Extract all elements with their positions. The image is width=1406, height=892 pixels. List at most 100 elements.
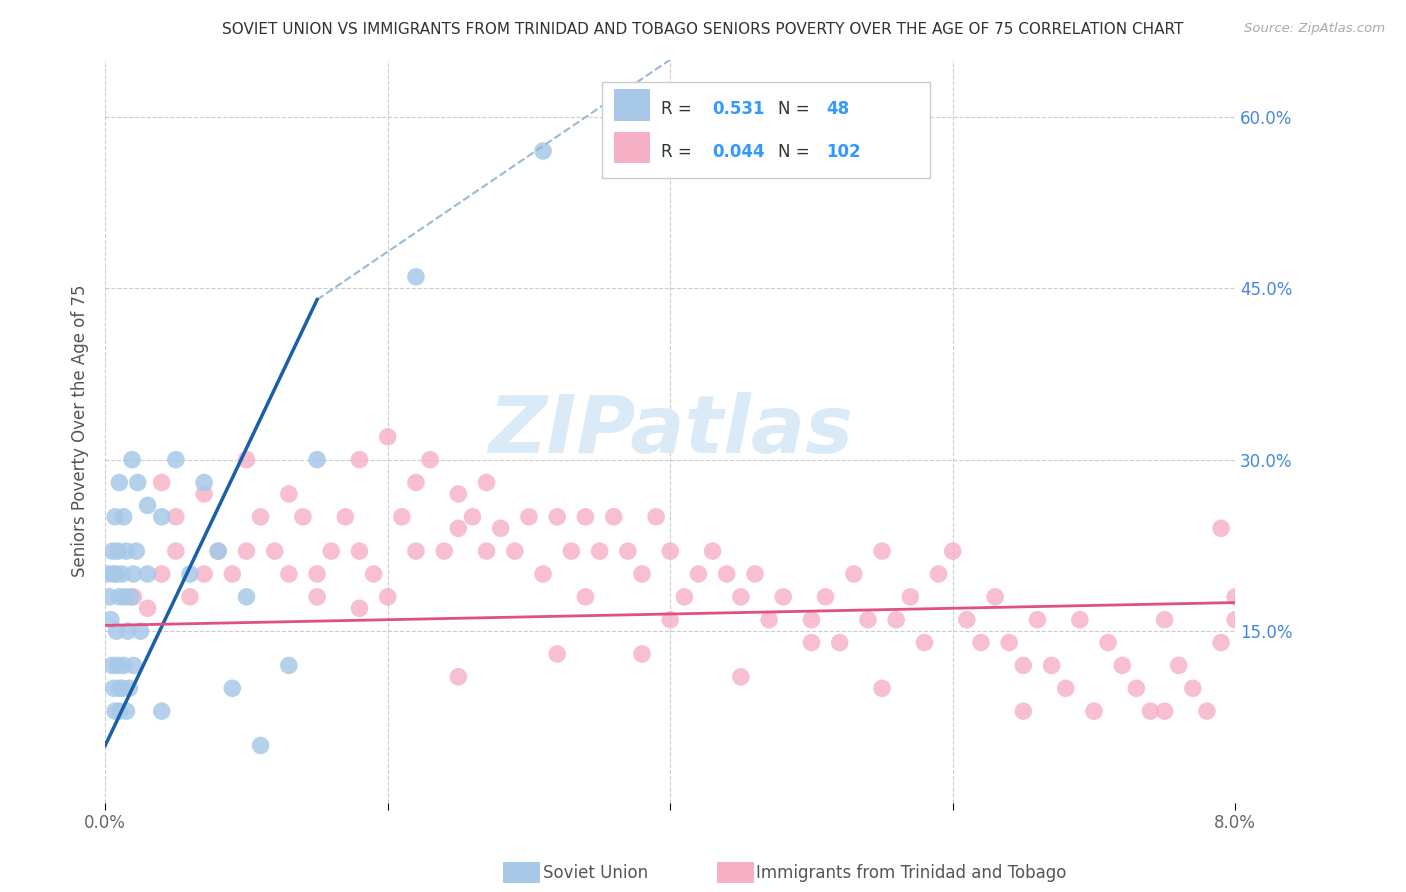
FancyBboxPatch shape [613,89,650,120]
Point [659,544,682,558]
Point [546,509,568,524]
Point [108,681,131,696]
Point [179,590,201,604]
Text: 48: 48 [827,101,849,119]
Point [150,704,173,718]
Point [122,590,145,604]
Point [631,566,654,581]
Point [307,566,329,581]
Point [165,452,187,467]
Point [221,681,243,696]
Point [125,544,148,558]
Point [956,613,979,627]
Point [111,681,134,696]
Point [531,144,554,158]
Point [263,544,285,558]
Point [107,658,129,673]
Point [1195,704,1218,718]
Point [98,590,121,604]
Point [928,566,950,581]
Point [1167,658,1189,673]
Point [447,670,470,684]
Point [447,521,470,535]
Point [115,544,138,558]
Point [475,475,498,490]
Point [321,544,343,558]
Point [659,613,682,627]
Point [105,624,128,639]
Point [517,509,540,524]
Text: ZIPatlas: ZIPatlas [488,392,852,470]
Point [150,509,173,524]
Point [235,590,257,604]
Point [602,509,624,524]
Point [884,613,907,627]
Point [914,635,936,649]
Point [1209,521,1232,535]
Point [970,635,993,649]
Point [1153,613,1175,627]
Point [842,566,865,581]
Point [249,739,271,753]
Point [179,566,201,581]
FancyBboxPatch shape [613,132,650,163]
Point [856,613,879,627]
Point [235,452,257,467]
Point [117,624,139,639]
Point [631,647,654,661]
Point [391,509,413,524]
Point [1153,704,1175,718]
Point [531,566,554,581]
Text: SOVIET UNION VS IMMIGRANTS FROM TRINIDAD AND TOBAGO SENIORS POVERTY OVER THE AGE: SOVIET UNION VS IMMIGRANTS FROM TRINIDAD… [222,22,1184,37]
Point [103,566,125,581]
Point [405,475,427,490]
Point [103,681,125,696]
Point [560,544,582,558]
Point [101,658,124,673]
Point [165,544,187,558]
FancyBboxPatch shape [602,82,931,178]
Point [1225,590,1247,604]
Point [447,487,470,501]
Point [235,544,257,558]
Point [730,590,752,604]
Point [249,509,271,524]
Point [405,544,427,558]
Point [127,475,149,490]
Point [100,613,122,627]
Point [1069,613,1091,627]
Point [108,475,131,490]
Point [112,509,135,524]
Point [645,509,668,524]
Point [998,635,1021,649]
Point [1012,658,1035,673]
Point [870,681,893,696]
Point [115,704,138,718]
Point [1026,613,1049,627]
Point [104,704,127,718]
Point [461,509,484,524]
Point [772,590,794,604]
Point [688,566,710,581]
Point [165,509,187,524]
Point [349,601,371,615]
Y-axis label: Seniors Poverty Over the Age of 75: Seniors Poverty Over the Age of 75 [72,285,89,577]
Point [108,590,131,604]
Point [277,658,299,673]
Point [136,499,159,513]
Text: N =: N = [778,143,814,161]
Point [489,521,512,535]
Text: N =: N = [778,101,814,119]
Point [814,590,837,604]
Point [419,452,441,467]
Point [207,544,229,558]
Point [335,509,357,524]
Point [800,635,823,649]
Point [129,624,152,639]
Point [112,658,135,673]
Point [617,544,640,558]
Point [1125,681,1147,696]
Point [574,590,596,604]
Point [1111,658,1133,673]
Point [730,670,752,684]
